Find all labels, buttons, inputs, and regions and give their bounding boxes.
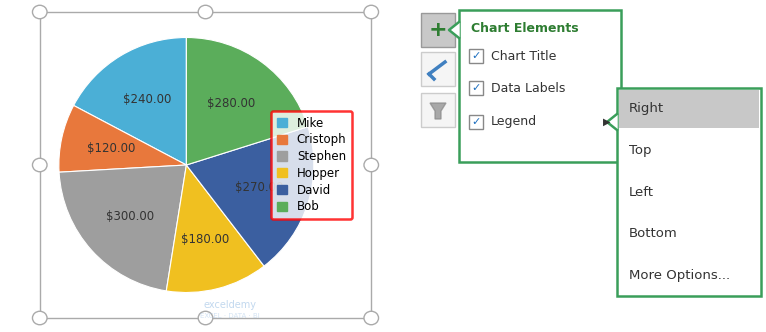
Text: ▶: ▶ — [604, 117, 611, 127]
Polygon shape — [449, 22, 459, 38]
FancyBboxPatch shape — [469, 115, 483, 129]
Text: $280.00: $280.00 — [208, 97, 256, 110]
FancyBboxPatch shape — [421, 52, 455, 86]
Polygon shape — [430, 103, 446, 119]
Circle shape — [32, 311, 47, 325]
Wedge shape — [59, 106, 186, 172]
Text: +: + — [429, 20, 447, 40]
Legend: Mike, Cristoph, Stephen, Hopper, David, Bob: Mike, Cristoph, Stephen, Hopper, David, … — [271, 111, 352, 219]
Text: Chart Elements: Chart Elements — [471, 22, 578, 35]
Text: $300.00: $300.00 — [106, 210, 154, 223]
Wedge shape — [59, 165, 186, 291]
Text: Legend: Legend — [491, 116, 537, 128]
Circle shape — [32, 5, 47, 19]
Text: ✓: ✓ — [471, 51, 481, 61]
FancyBboxPatch shape — [421, 93, 455, 127]
Bar — [40, 12, 372, 318]
Text: Left: Left — [629, 186, 654, 199]
Text: Top: Top — [629, 144, 652, 157]
Text: $120.00: $120.00 — [87, 142, 136, 155]
FancyBboxPatch shape — [617, 88, 761, 296]
Text: $180.00: $180.00 — [181, 233, 229, 246]
Wedge shape — [186, 38, 308, 165]
FancyBboxPatch shape — [459, 10, 621, 162]
Circle shape — [364, 311, 378, 325]
Text: Right: Right — [629, 102, 664, 115]
Wedge shape — [74, 38, 186, 165]
Text: $240.00: $240.00 — [123, 93, 171, 106]
FancyBboxPatch shape — [619, 90, 759, 127]
Circle shape — [198, 311, 213, 325]
Text: exceldemy: exceldemy — [204, 300, 257, 310]
FancyBboxPatch shape — [421, 13, 455, 47]
Circle shape — [32, 158, 47, 172]
Text: ✓: ✓ — [471, 117, 481, 127]
Text: $270.00: $270.00 — [235, 182, 283, 195]
Wedge shape — [166, 165, 264, 292]
Circle shape — [198, 5, 213, 19]
Text: More Options...: More Options... — [629, 269, 730, 282]
Circle shape — [364, 158, 378, 172]
Wedge shape — [186, 127, 314, 266]
Circle shape — [364, 5, 378, 19]
Text: Data Labels: Data Labels — [491, 81, 565, 95]
Text: ✓: ✓ — [471, 83, 481, 93]
FancyBboxPatch shape — [469, 49, 483, 63]
Text: EXCEL · DATA · BI: EXCEL · DATA · BI — [200, 313, 260, 319]
Polygon shape — [607, 114, 617, 130]
FancyBboxPatch shape — [469, 81, 483, 95]
Text: Chart Title: Chart Title — [491, 49, 556, 62]
Text: Bottom: Bottom — [629, 227, 678, 240]
